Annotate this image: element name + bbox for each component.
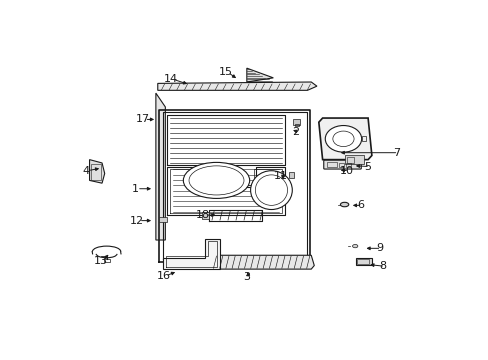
Bar bbox=[202, 212, 209, 219]
Text: 18: 18 bbox=[196, 210, 210, 220]
Text: 15: 15 bbox=[219, 67, 232, 77]
Bar bbox=[326, 162, 336, 167]
Text: 2: 2 bbox=[292, 127, 299, 137]
Text: 7: 7 bbox=[392, 148, 399, 158]
Text: 13: 13 bbox=[94, 256, 108, 266]
Ellipse shape bbox=[183, 162, 249, 198]
Bar bbox=[91, 163, 101, 180]
Bar bbox=[338, 163, 344, 167]
Text: 5: 5 bbox=[364, 162, 371, 172]
Bar bbox=[288, 172, 294, 177]
Polygon shape bbox=[318, 118, 371, 159]
Text: 6: 6 bbox=[356, 201, 363, 210]
Polygon shape bbox=[206, 255, 314, 269]
Ellipse shape bbox=[340, 202, 348, 207]
Text: 16: 16 bbox=[156, 271, 170, 281]
Polygon shape bbox=[163, 239, 220, 269]
Bar bbox=[159, 217, 167, 222]
Bar bbox=[355, 258, 371, 265]
Polygon shape bbox=[156, 93, 165, 240]
Text: 8: 8 bbox=[379, 261, 386, 271]
Polygon shape bbox=[158, 82, 316, 90]
Bar bbox=[361, 136, 366, 141]
Text: 17: 17 bbox=[135, 114, 149, 125]
Bar bbox=[292, 118, 299, 125]
Text: 12: 12 bbox=[130, 216, 143, 226]
FancyBboxPatch shape bbox=[323, 160, 361, 169]
Polygon shape bbox=[345, 156, 364, 164]
Text: 4: 4 bbox=[82, 166, 89, 176]
Polygon shape bbox=[89, 159, 104, 183]
Text: 9: 9 bbox=[375, 243, 382, 253]
Text: 11: 11 bbox=[273, 171, 287, 181]
Bar bbox=[295, 124, 299, 126]
Text: 3: 3 bbox=[243, 273, 250, 283]
Bar bbox=[346, 157, 353, 163]
Ellipse shape bbox=[352, 244, 357, 248]
Bar bbox=[357, 260, 368, 264]
Text: 14: 14 bbox=[163, 74, 178, 84]
Text: 1: 1 bbox=[131, 184, 138, 194]
Bar bbox=[346, 163, 350, 167]
Text: 10: 10 bbox=[340, 166, 353, 176]
Circle shape bbox=[325, 126, 361, 152]
Bar bbox=[103, 259, 109, 262]
Polygon shape bbox=[246, 68, 273, 82]
Ellipse shape bbox=[250, 171, 292, 210]
